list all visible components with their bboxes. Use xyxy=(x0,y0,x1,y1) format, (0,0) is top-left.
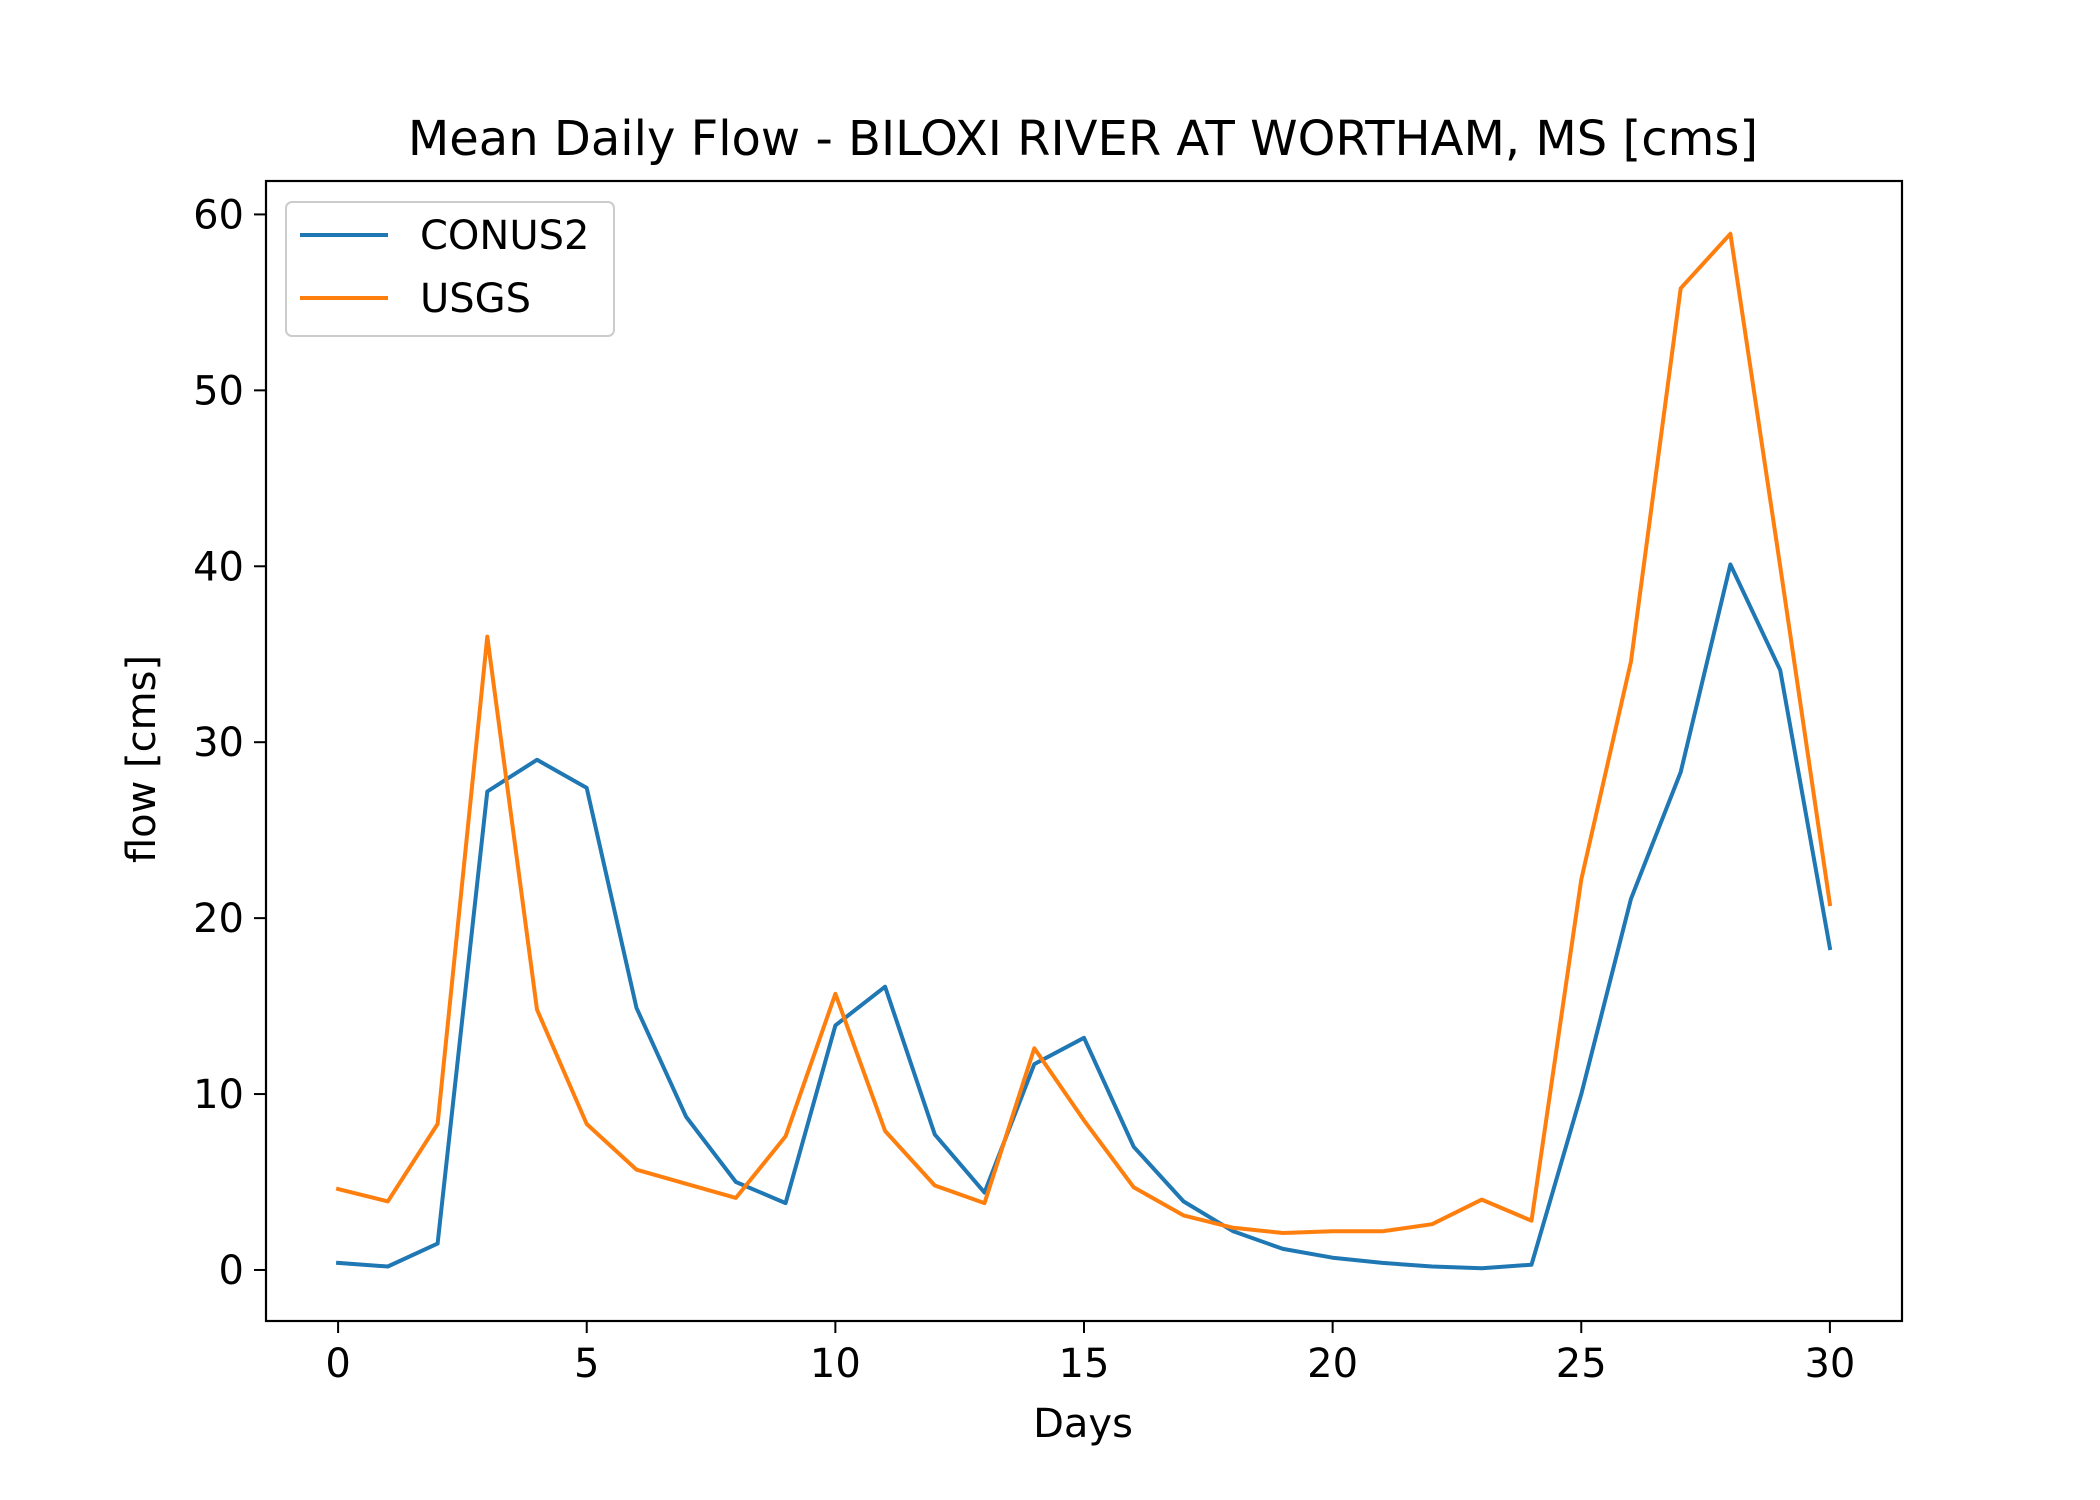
series-line-usgs xyxy=(335,231,1833,1235)
y-tick-label: 40 xyxy=(193,544,244,590)
y-axis: 0 10 20 30 40 50 60 xyxy=(193,192,266,1294)
x-tick-label: 10 xyxy=(810,1341,861,1387)
x-tick-label: 0 xyxy=(325,1341,350,1387)
y-tick-label: 0 xyxy=(219,1248,244,1294)
legend-label-conus2: CONUS2 xyxy=(420,213,589,259)
y-tick-label: 20 xyxy=(193,896,244,942)
x-tick-label: 25 xyxy=(1556,1341,1607,1387)
legend-label-usgs: USGS xyxy=(420,276,531,322)
y-tick-label: 10 xyxy=(193,1072,244,1118)
series-line-conus2 xyxy=(335,562,1833,1271)
x-tick-label: 30 xyxy=(1804,1341,1855,1387)
chart-title: Mean Daily Flow - BILOXI RIVER AT WORTHA… xyxy=(408,111,1758,167)
x-tick-label: 15 xyxy=(1059,1341,1110,1387)
y-axis-label: flow [cms] xyxy=(119,655,165,863)
x-axis-label: Days xyxy=(1033,1401,1133,1447)
x-tick-label: 20 xyxy=(1307,1341,1358,1387)
x-axis: 0 5 10 15 20 25 30 xyxy=(325,1321,1855,1387)
legend: CONUS2 USGS xyxy=(285,201,615,337)
y-tick-label: 50 xyxy=(193,368,244,414)
x-tick-label: 5 xyxy=(574,1341,599,1387)
y-tick-label: 60 xyxy=(193,192,244,238)
y-tick-label: 30 xyxy=(193,720,244,766)
